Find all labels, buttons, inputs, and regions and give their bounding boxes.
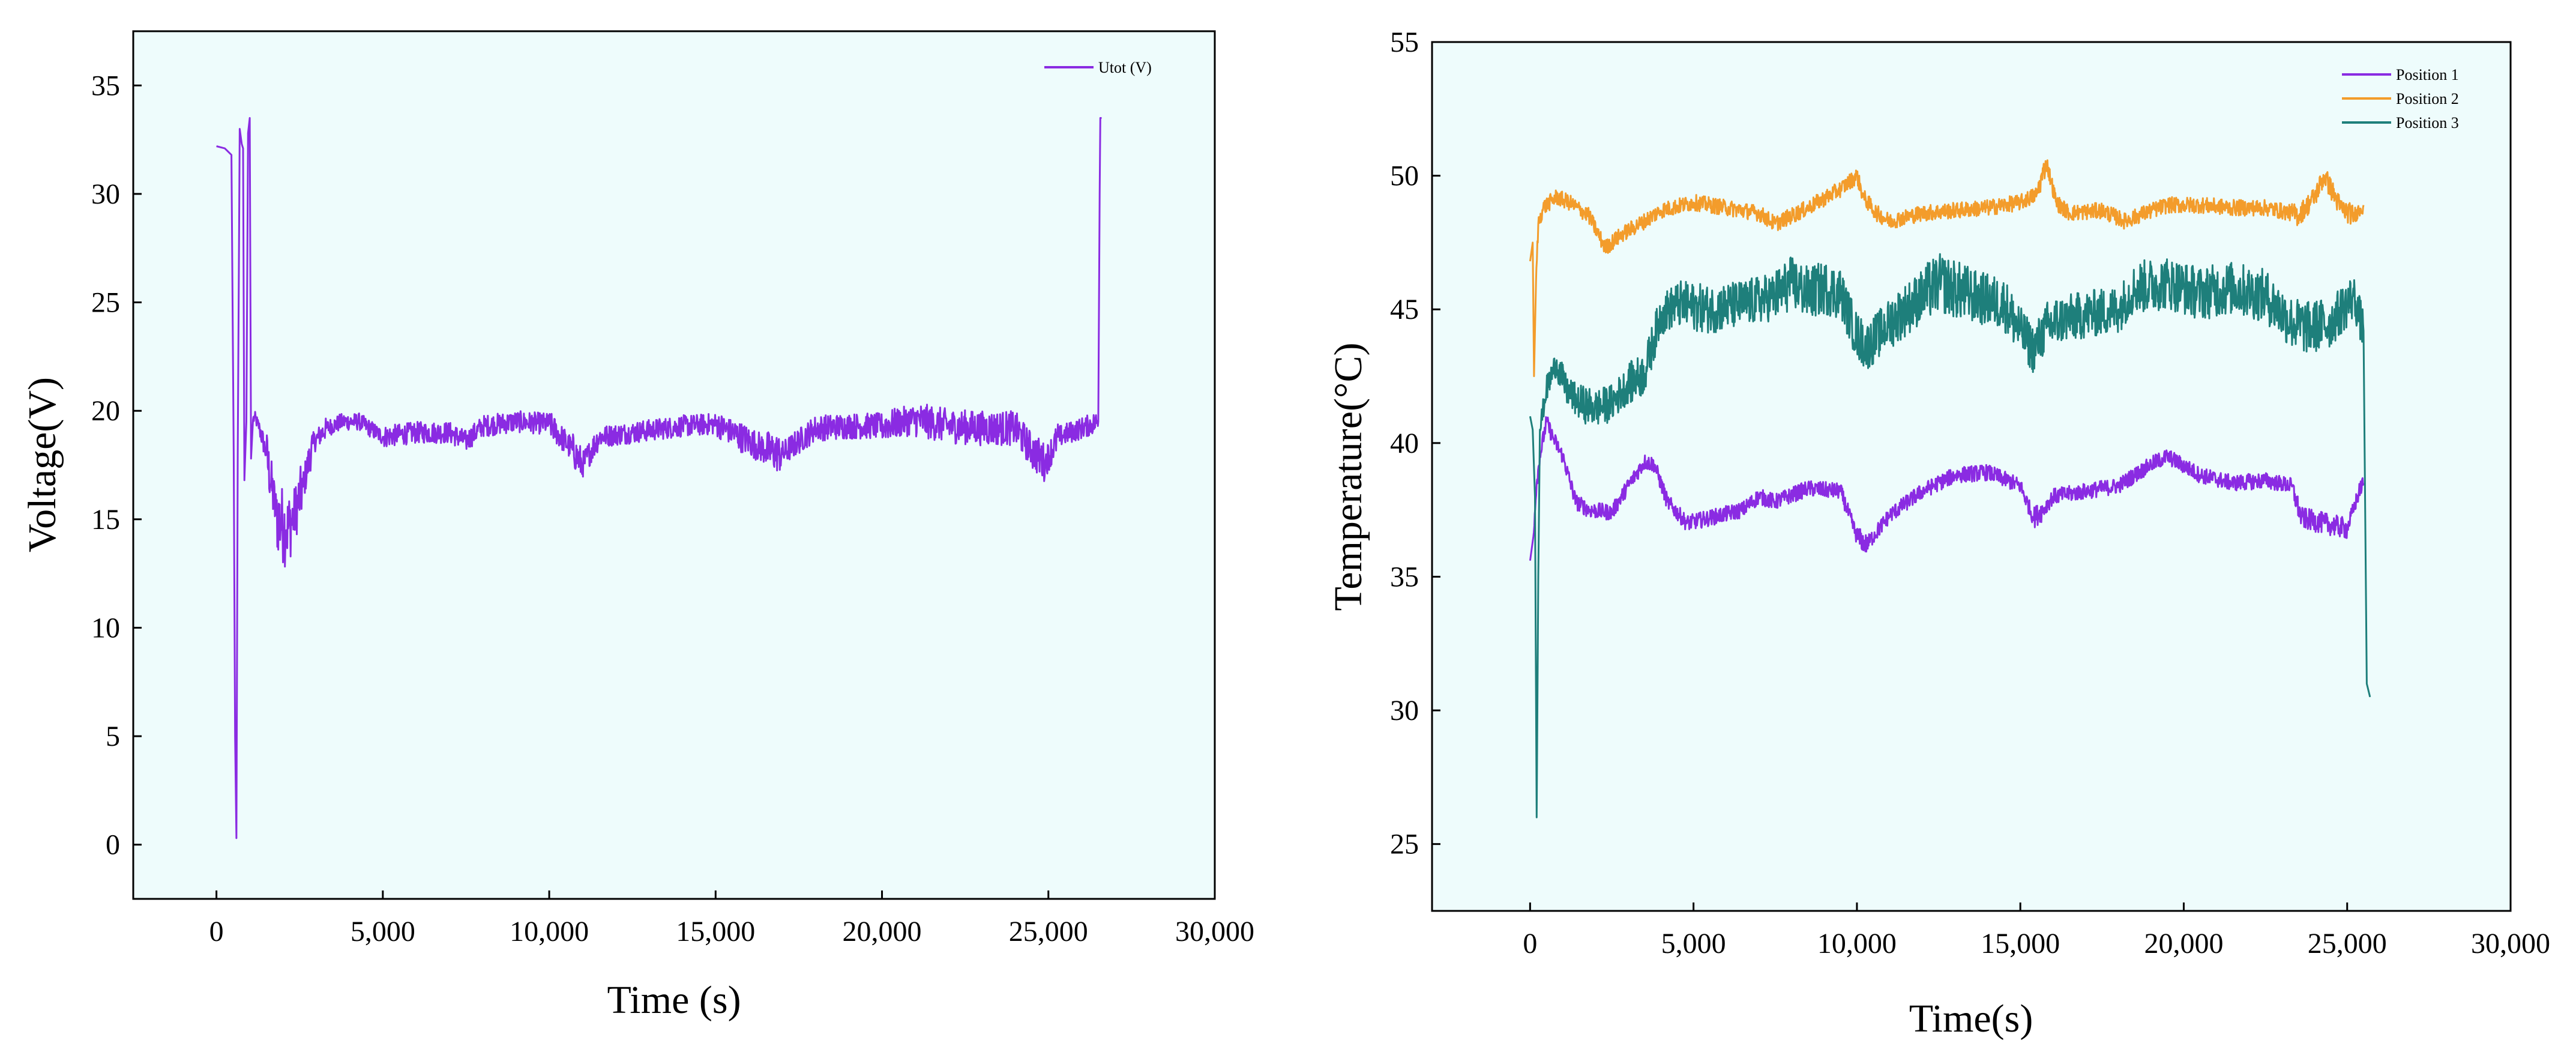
legend-label-position-3: Position 3 — [2396, 114, 2459, 132]
x-axis-title: Time(s) — [1909, 997, 2033, 1041]
y-tick-label: 0 — [106, 829, 120, 861]
x-tick-label: 0 — [1523, 928, 1537, 960]
x-tick-label: 5,000 — [1661, 928, 1726, 960]
legend-label-position-2: Position 2 — [2396, 90, 2459, 107]
x-tick-label: 15,000 — [676, 916, 755, 948]
x-tick-label: 10,000 — [510, 916, 589, 948]
x-tick-label: 25,000 — [2308, 928, 2387, 960]
temperature-series-group — [1529, 159, 2371, 818]
y-tick-label: 30 — [91, 178, 120, 210]
series-line-position-3 — [1529, 253, 2371, 818]
x-tick-label: 15,000 — [1981, 928, 2060, 960]
y-tick-label: 35 — [91, 70, 120, 101]
series-line-utot-v — [216, 117, 1102, 839]
y-tick-label: 45 — [1390, 294, 1419, 325]
y-tick-label: 15 — [91, 504, 120, 536]
y-axis-title: Voltage(V) — [20, 377, 64, 552]
x-tick-label: 30,000 — [1175, 916, 1254, 948]
voltage-series-group — [216, 117, 1102, 839]
temperature-y-ticks: 25 30 35 40 45 50 55 — [1390, 26, 1440, 860]
voltage-chart-panel: 0 5,000 10,000 15,000 20,000 25,000 30,000 0 5 1… — [20, 30, 1254, 1022]
x-tick-label: 10,000 — [1817, 928, 1897, 960]
y-tick-label: 50 — [1390, 160, 1419, 192]
x-tick-label: 20,000 — [2144, 928, 2223, 960]
voltage-y-ticks: 0 5 10 15 20 25 30 35 — [91, 70, 142, 861]
x-tick-label: 20,000 — [843, 916, 922, 948]
legend-box — [1038, 55, 1188, 84]
temperature-x-ticks: 0 5,000 10,000 15,000 20,000 25,000 30,000 — [1523, 902, 2550, 960]
y-tick-label: 30 — [1390, 695, 1419, 727]
y-tick-label: 5 — [106, 721, 120, 752]
series-line-position-2 — [1529, 159, 2365, 377]
voltage-x-ticks: 0 5,000 10,000 15,000 20,000 25,000 30,000 — [209, 890, 1254, 948]
temperature-chart-panel: 0 5,000 10,000 15,000 20,000 25,000 30,000 25 3… — [1326, 26, 2550, 1041]
voltage-plot-area — [132, 30, 1216, 900]
y-tick-label: 55 — [1390, 26, 1419, 58]
voltage-legend: Utot (V) — [1038, 55, 1188, 84]
y-tick-label: 25 — [91, 287, 120, 319]
y-tick-label: 40 — [1390, 428, 1419, 459]
legend-label-utot: Utot (V) — [1098, 59, 1152, 76]
temperature-legend: Position 1 Position 2 Position 3 — [2336, 58, 2486, 138]
x-axis-title: Time (s) — [607, 978, 741, 1022]
x-tick-label: 0 — [209, 916, 224, 948]
y-tick-label: 10 — [91, 612, 120, 644]
y-tick-label: 20 — [91, 395, 120, 427]
x-tick-label: 30,000 — [2471, 928, 2550, 960]
y-axis-title: Temperature(°C) — [1326, 343, 1370, 611]
x-tick-label: 25,000 — [1009, 916, 1088, 948]
legend-label-position-1: Position 1 — [2396, 66, 2459, 83]
x-tick-label: 5,000 — [351, 916, 415, 948]
y-tick-label: 35 — [1390, 561, 1419, 593]
series-line-position-1 — [1529, 416, 2365, 561]
y-tick-label: 25 — [1390, 829, 1419, 860]
